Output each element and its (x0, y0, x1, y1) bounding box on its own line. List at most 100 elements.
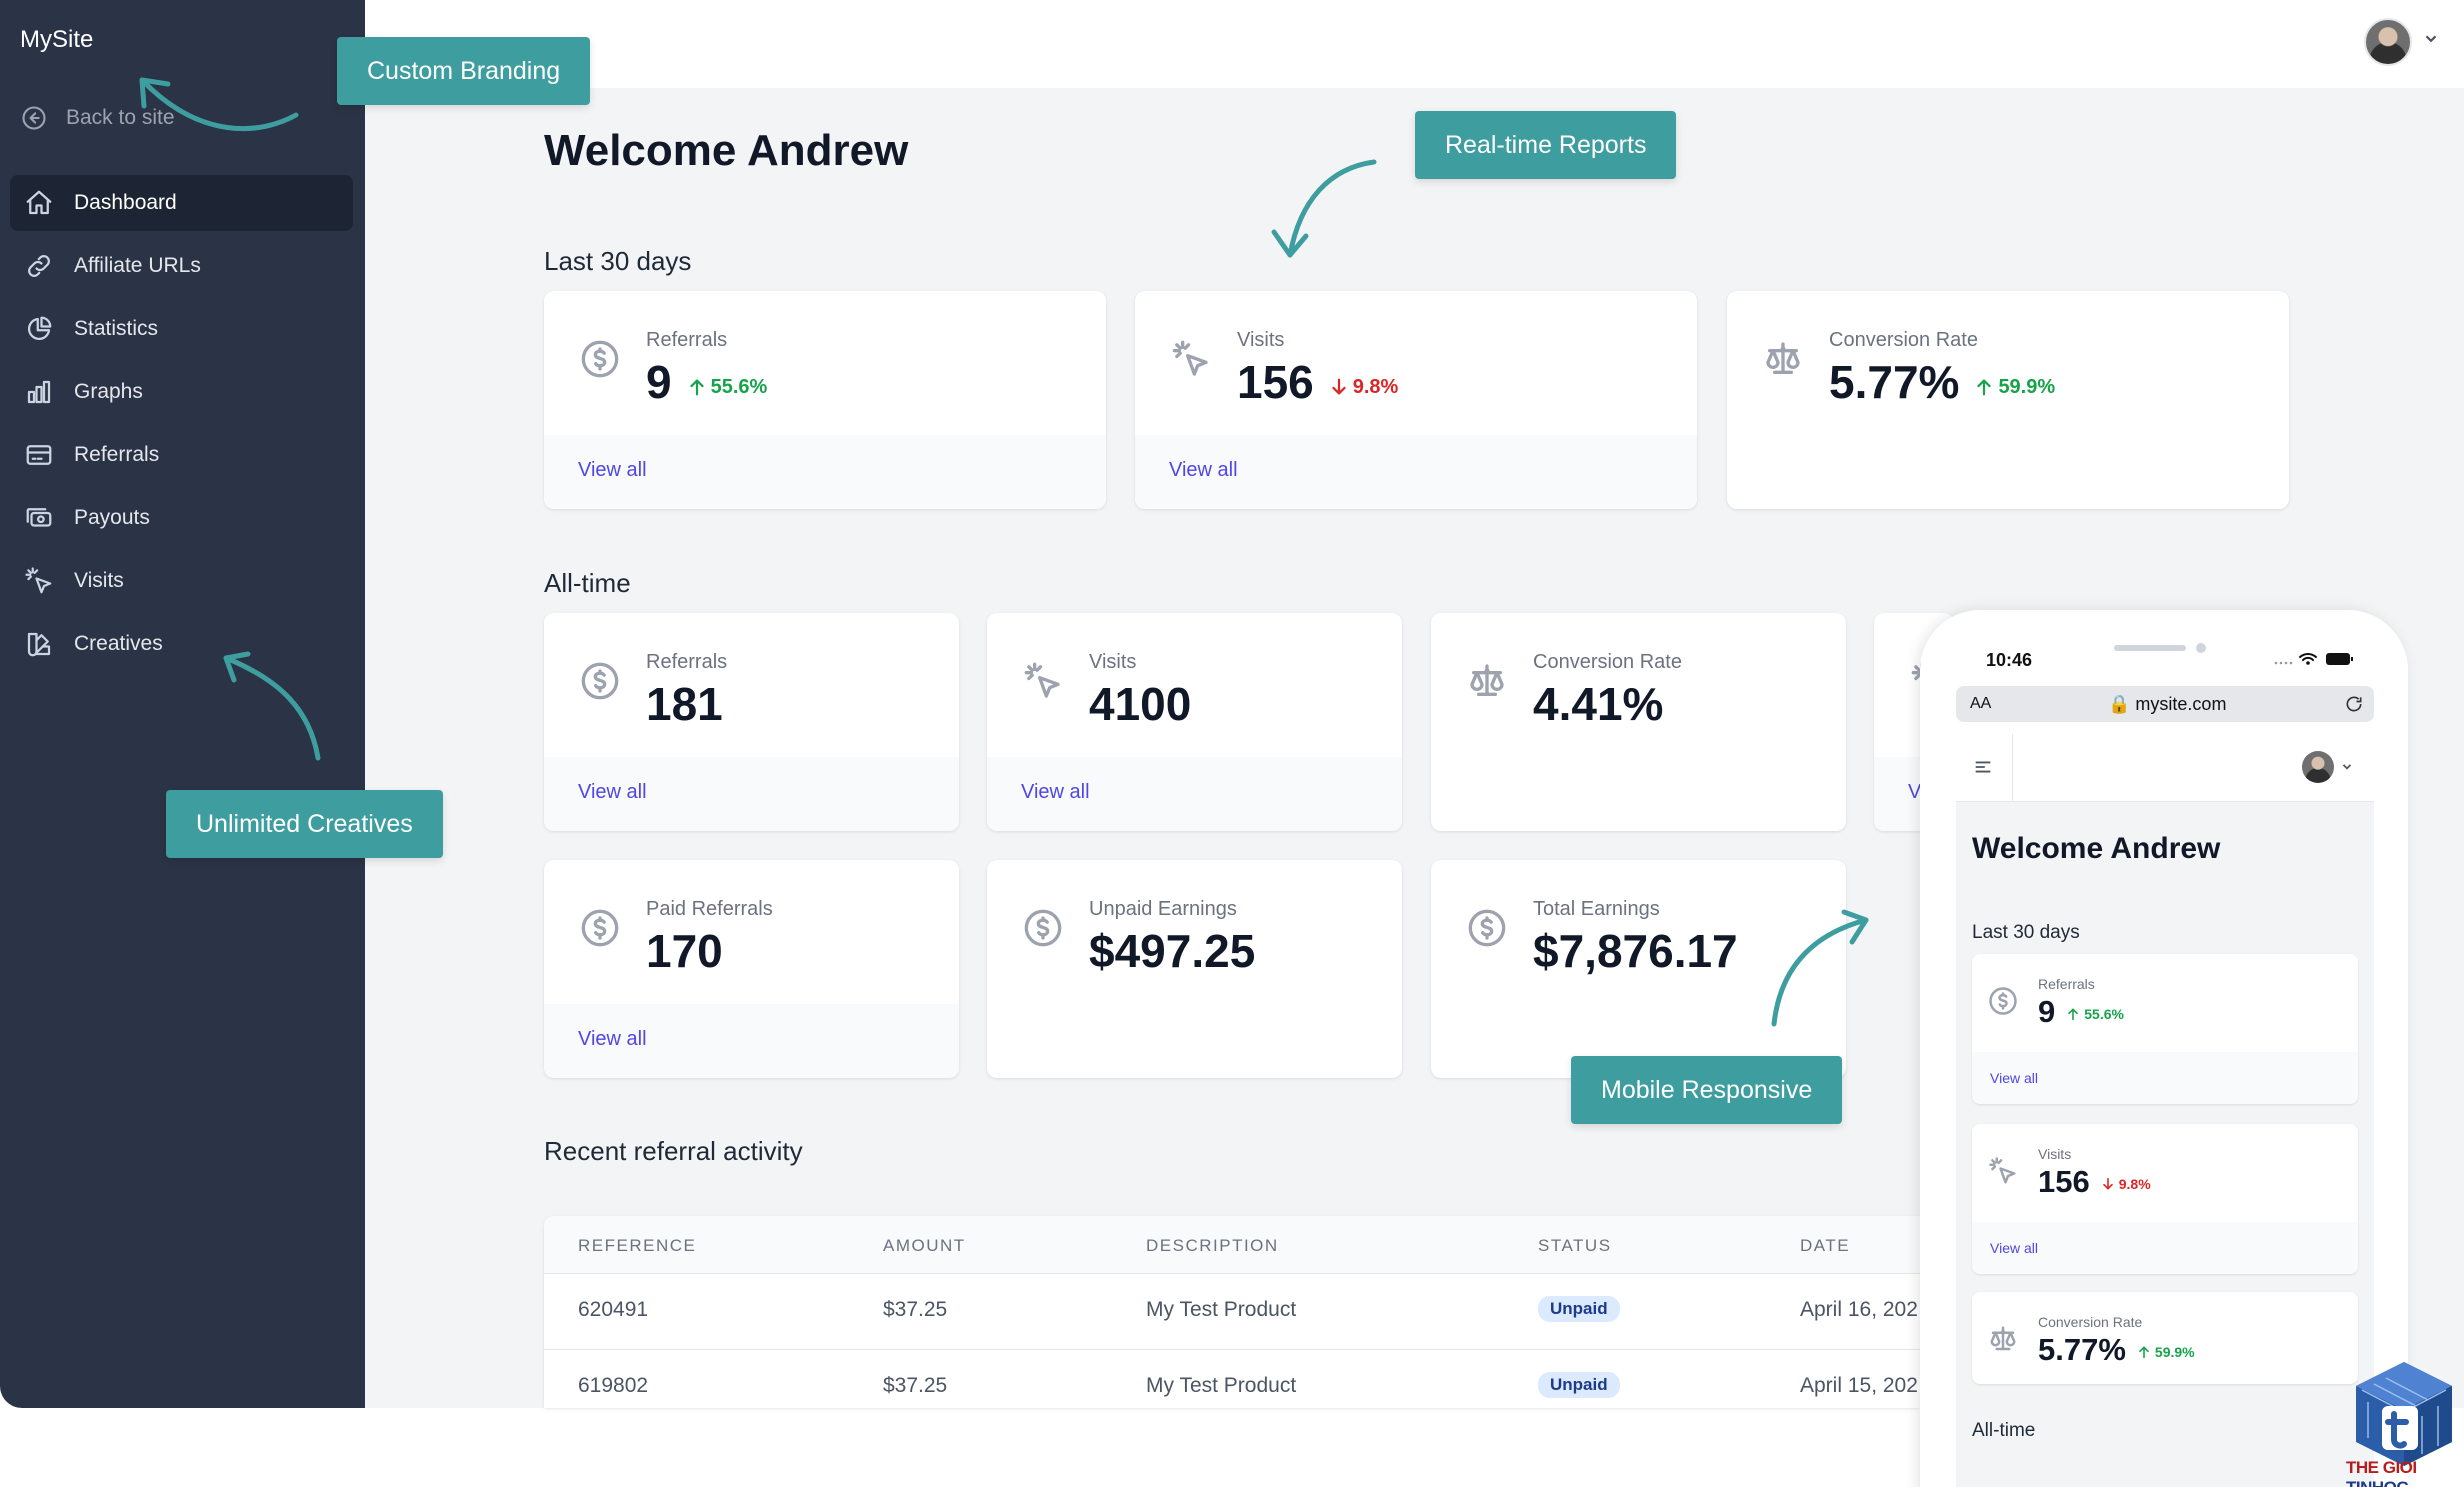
cell-reference: 620491 (578, 1298, 649, 1321)
table-row[interactable]: 619802 $37.25 My Test Product Unpaid Apr… (544, 1350, 1920, 1408)
view-all-link[interactable]: View all (578, 459, 647, 481)
back-to-site-label: Back to site (66, 106, 175, 129)
header-divider (2012, 734, 2013, 802)
phone-avatar[interactable] (2302, 751, 2334, 783)
watermark-text: THE GIOI TINHOC (2346, 1458, 2417, 1487)
top-bar (365, 0, 2464, 88)
currency-dollar-icon (581, 662, 619, 700)
card-footer: View all (987, 757, 1402, 831)
sidebar-item-label: Affiliate URLs (74, 254, 201, 277)
bar-chart-icon (27, 380, 51, 404)
cell-description: My Test Product (1146, 1374, 1297, 1397)
cell-reference: 619802 (578, 1374, 649, 1397)
home-icon (26, 190, 52, 215)
card-footer: View all (544, 757, 959, 831)
callout-mobile-responsive: Mobile Responsive (1571, 1056, 1843, 1124)
sidebar-item-label: Dashboard (74, 191, 177, 214)
phone-clock: 10:46 (1986, 650, 2033, 670)
callout-arrow-icon (223, 651, 321, 761)
sidebar-item-label: Payouts (74, 506, 150, 529)
sidebar-item-graphs[interactable]: Graphs (10, 364, 353, 420)
callout-custom-branding: Custom Branding (337, 37, 591, 105)
stat-delta: 55.6% (2065, 1006, 2124, 1022)
view-all-link[interactable]: View all (1990, 1240, 2038, 1256)
table-header-row: REFERENCE AMOUNT DESCRIPTION STATUS DATE (544, 1216, 1920, 1274)
arrow-circle-left-icon (22, 106, 46, 130)
card-footer: View all (544, 435, 1106, 509)
stat-value-row: 9 55.6% (2038, 994, 2124, 1030)
stat-label: Unpaid Earnings (1089, 898, 1237, 920)
stat-value: 156 (1237, 356, 1314, 408)
stat-card-referrals-30d: Referrals 9 55.6% View all (544, 291, 1106, 509)
sidebar-item-statistics[interactable]: Statistics (10, 301, 353, 357)
cell-date: April 15, 202 (1800, 1374, 1918, 1397)
chevron-down-icon[interactable] (2422, 30, 2440, 48)
pie-chart-icon (28, 316, 52, 340)
currency-dollar-icon (1024, 909, 1062, 947)
stat-value: 4100 (1089, 678, 1192, 730)
currency-dollar-icon (581, 909, 619, 947)
view-all-link[interactable]: V (1908, 781, 1922, 803)
stat-card-conversion-30d: Conversion Rate 5.77% 59.9% (1727, 291, 2289, 509)
stat-delta: 59.9% (2136, 1344, 2195, 1360)
stat-delta: 9.8% (1328, 376, 1398, 399)
stat-value: 156 (2038, 1164, 2090, 1199)
view-all-link[interactable]: View all (1169, 459, 1238, 481)
sidebar-item-dashboard[interactable]: Dashboard (10, 175, 353, 231)
text-size-button[interactable]: AA (1970, 695, 1992, 712)
cursor-click-icon (25, 567, 52, 594)
phone-address-bar[interactable]: AA 🔒 mysite.com (1956, 686, 2374, 722)
stat-label: Conversion Rate (1829, 329, 1978, 351)
view-all-link[interactable]: View all (1021, 781, 1090, 803)
stat-card-unpaid-earnings: Unpaid Earnings $497.25 (987, 860, 1402, 1078)
back-to-site-link[interactable]: Back to site (20, 104, 175, 132)
phone-speaker (2114, 645, 2186, 651)
stat-label: Visits (1089, 651, 1137, 673)
cash-icon (26, 508, 52, 527)
callout-realtime-reports: Real-time Reports (1415, 111, 1677, 179)
column-header: DATE (1800, 1236, 1851, 1255)
column-header: STATUS (1538, 1236, 1612, 1255)
stat-delta-value: 9.8% (2118, 1176, 2151, 1192)
arrow-up-icon (2139, 1346, 2149, 1359)
section-heading-last-30-days: Last 30 days (544, 246, 692, 276)
menu-icon[interactable] (1972, 756, 1994, 778)
arrow-up-icon (2068, 1008, 2079, 1021)
sidebar-item-label: Statistics (74, 317, 159, 340)
cursor-click-icon (1989, 1157, 2016, 1184)
brand-name[interactable]: MySite (20, 26, 94, 53)
stat-value: 5.77% (1829, 356, 1960, 408)
phone-url-text: mysite.com (2135, 694, 2227, 714)
stat-value-row: 9 55.6% (646, 355, 767, 409)
credit-card-icon (26, 445, 52, 465)
view-all-link[interactable]: View all (1990, 1070, 2038, 1086)
card-footer: View all (1972, 1222, 2358, 1274)
page-title: Welcome Andrew (544, 126, 909, 175)
stat-label: Referrals (646, 651, 728, 673)
view-all-link[interactable]: View all (578, 1028, 647, 1050)
chevron-down-icon[interactable] (2340, 760, 2354, 774)
link-icon (28, 255, 50, 277)
cell-date: April 16, 202 (1800, 1298, 1918, 1321)
user-avatar[interactable] (2364, 18, 2412, 66)
view-all-link[interactable]: View all (578, 781, 647, 803)
card-footer: View all (544, 1004, 959, 1078)
column-header: AMOUNT (883, 1236, 966, 1255)
table-row[interactable]: 620491 $37.25 My Test Product Unpaid Apr… (544, 1274, 1920, 1350)
arrow-down-icon (1332, 378, 1346, 395)
sidebar-nav: Dashboard Affiliate URLs Statistics Grap… (10, 175, 353, 679)
sidebar-item-visits[interactable]: Visits (10, 553, 353, 609)
stat-delta-value: 59.9% (1998, 375, 2056, 398)
sidebar-item-affiliate-urls[interactable]: Affiliate URLs (10, 238, 353, 294)
sidebar-item-referrals[interactable]: Referrals (10, 427, 353, 483)
stat-card-referrals-all: Referrals 181 View all (544, 613, 959, 831)
callout-arrow-icon (1771, 909, 1869, 1027)
reload-icon[interactable] (2344, 694, 2364, 714)
sidebar-item-payouts[interactable]: Payouts (10, 490, 353, 546)
sidebar-item-creatives[interactable]: Creatives (10, 616, 353, 672)
sidebar-item-label: Visits (74, 569, 124, 592)
stat-delta-value: 59.9% (2154, 1344, 2195, 1360)
stat-card-total-earnings: Total Earnings $7,876.17 (1431, 860, 1846, 1078)
callout-arrow-icon (139, 77, 299, 132)
mobile-preview: 10:46 AA 🔒 mysite.com Welcome Andrew Las… (1920, 610, 2408, 1487)
